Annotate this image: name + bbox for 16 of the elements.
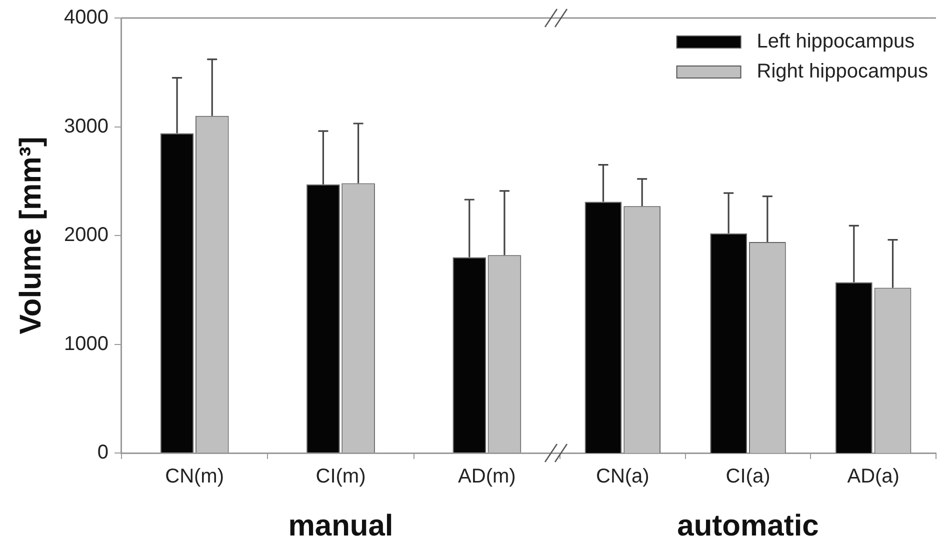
y-tick-label: 3000 bbox=[64, 115, 108, 138]
legend-label: Left hippocampus bbox=[756, 30, 915, 53]
y-tick-label: 1000 bbox=[64, 332, 108, 355]
y-axis-title: Volume [mm³] bbox=[14, 136, 48, 334]
x-tick-label: CI(a) bbox=[726, 466, 770, 488]
legend-label: Right hippocampus bbox=[756, 60, 928, 83]
x-axis-title: automatic bbox=[677, 509, 819, 542]
x-tick-label: CN(m) bbox=[165, 466, 224, 488]
x-tick-label: AD(a) bbox=[847, 466, 900, 488]
x-tick-label: CI(m) bbox=[316, 466, 366, 488]
x-tick-label: AD(m) bbox=[458, 466, 516, 488]
x-tick-label: CN(a) bbox=[596, 466, 650, 488]
y-tick-label: 4000 bbox=[64, 6, 108, 29]
y-tick-label: 2000 bbox=[64, 224, 108, 246]
y-tick-label: 0 bbox=[97, 442, 108, 464]
x-axis-title: manual bbox=[288, 509, 394, 542]
